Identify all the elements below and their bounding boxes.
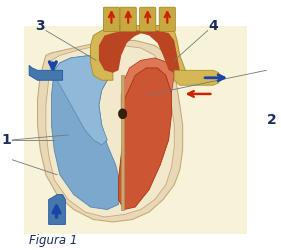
Polygon shape <box>49 194 65 224</box>
Polygon shape <box>174 70 219 85</box>
Text: 2: 2 <box>267 113 277 127</box>
Text: 4: 4 <box>209 18 218 32</box>
Text: Figura 1: Figura 1 <box>29 234 78 247</box>
Ellipse shape <box>118 109 127 119</box>
Polygon shape <box>46 46 174 217</box>
Polygon shape <box>121 58 174 112</box>
FancyBboxPatch shape <box>103 7 119 32</box>
FancyBboxPatch shape <box>140 7 156 32</box>
Text: 3: 3 <box>35 18 45 32</box>
Polygon shape <box>121 75 124 209</box>
Text: 1: 1 <box>2 133 12 147</box>
Polygon shape <box>118 68 171 210</box>
FancyBboxPatch shape <box>120 7 136 32</box>
Polygon shape <box>54 56 110 145</box>
Polygon shape <box>29 65 63 80</box>
Polygon shape <box>99 30 180 73</box>
Polygon shape <box>37 40 183 222</box>
Polygon shape <box>90 26 185 80</box>
FancyBboxPatch shape <box>159 7 175 32</box>
Bar <box>24 26 247 234</box>
Polygon shape <box>51 56 121 210</box>
